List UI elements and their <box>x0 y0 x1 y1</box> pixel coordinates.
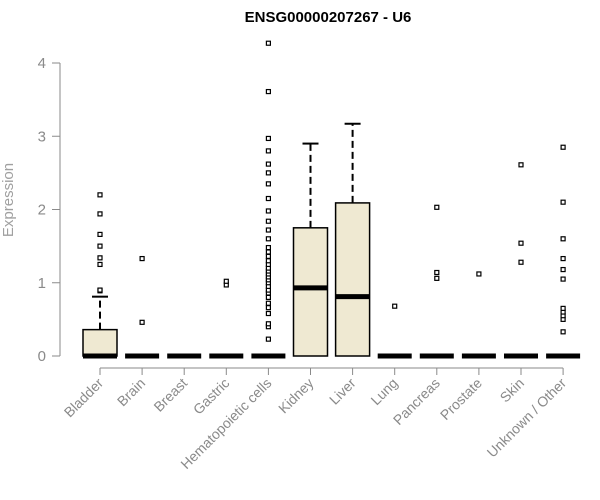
outlier-point <box>97 255 103 261</box>
box-body <box>334 202 371 357</box>
y-axis-label: Expression <box>0 163 17 237</box>
outlier-point <box>265 310 271 317</box>
y-tick-label: 0 <box>38 348 46 365</box>
outlier-point <box>139 255 145 262</box>
outlier-point <box>265 218 271 224</box>
outlier-point <box>97 261 103 268</box>
outlier-point <box>265 336 271 342</box>
box-bladder <box>82 192 118 359</box>
outlier-point <box>518 162 524 168</box>
x-tick-label: Kidney <box>275 375 317 417</box>
outlier-point <box>265 300 271 306</box>
outlier-point <box>265 305 271 311</box>
outlier-point <box>265 227 271 233</box>
boxes-group <box>82 40 581 359</box>
outlier-point <box>560 144 566 150</box>
box-gastric <box>209 278 244 359</box>
outlier-point <box>476 271 482 277</box>
y-tick-label: 3 <box>38 128 46 145</box>
outlier-point <box>265 253 271 259</box>
outlier-point <box>265 161 271 167</box>
outlier-point <box>265 294 271 300</box>
box-body <box>82 328 118 357</box>
outlier-point <box>265 244 271 251</box>
outlier-point <box>265 321 271 327</box>
box-hematopoietic-cells <box>251 40 286 359</box>
outlier-point <box>560 199 566 205</box>
outlier-point <box>97 231 103 238</box>
box-prostate <box>461 271 496 359</box>
outlier-point <box>392 303 398 309</box>
outlier-point <box>265 88 271 95</box>
outlier-point <box>265 195 271 202</box>
outlier-point <box>265 170 271 176</box>
outlier-point <box>560 276 566 282</box>
x-tick-label: Breast <box>150 375 190 415</box>
outlier-point <box>518 259 524 265</box>
outlier-point <box>265 135 271 142</box>
outlier-point <box>560 255 566 262</box>
outlier-point <box>265 258 271 264</box>
outlier-point <box>265 40 271 46</box>
outlier-point <box>265 249 271 255</box>
outlier-point <box>97 211 103 217</box>
outlier-point <box>434 269 440 276</box>
outlier-point <box>139 319 145 325</box>
y-tick-label: 1 <box>38 275 46 292</box>
outlier-point <box>434 204 440 210</box>
x-tick-label: Lung <box>367 375 400 408</box>
box-kidney <box>292 142 329 357</box>
x-tick-label: Bladder <box>61 375 107 421</box>
outlier-point <box>265 236 271 242</box>
outlier-point <box>97 243 103 249</box>
box-pancreas <box>419 204 454 359</box>
x-tick-label: Skin <box>497 375 528 406</box>
box-brain <box>125 255 160 359</box>
outlier-point <box>223 278 229 284</box>
outlier-point <box>560 236 566 242</box>
outlier-point <box>560 329 566 335</box>
box-skin <box>504 162 538 359</box>
x-tick-label: Pancreas <box>390 375 443 428</box>
x-tick-label: Unknown / Other <box>484 375 570 461</box>
y-axis: 0 1 2 3 4 <box>38 55 61 365</box>
y-tick-label: 4 <box>38 55 46 72</box>
outlier-point <box>265 148 271 154</box>
x-tick-label: Brain <box>114 375 148 409</box>
outlier-point <box>265 208 271 214</box>
box-liver <box>334 122 371 357</box>
box-body <box>292 227 329 357</box>
box-lung <box>377 303 412 359</box>
outlier-point <box>265 181 271 187</box>
outlier-point <box>560 266 566 273</box>
y-tick-label: 2 <box>38 202 46 219</box>
outlier-point <box>97 287 103 293</box>
chart-title: ENSG00000207267 - U6 <box>245 9 412 26</box>
x-tick-label: Liver <box>326 375 359 408</box>
outlier-point <box>560 305 566 311</box>
outlier-point <box>97 192 103 198</box>
x-tick-label: Prostate <box>437 375 485 423</box>
outlier-point <box>518 240 524 246</box>
box-unknown-other <box>546 144 581 359</box>
outlier-point <box>434 275 440 281</box>
